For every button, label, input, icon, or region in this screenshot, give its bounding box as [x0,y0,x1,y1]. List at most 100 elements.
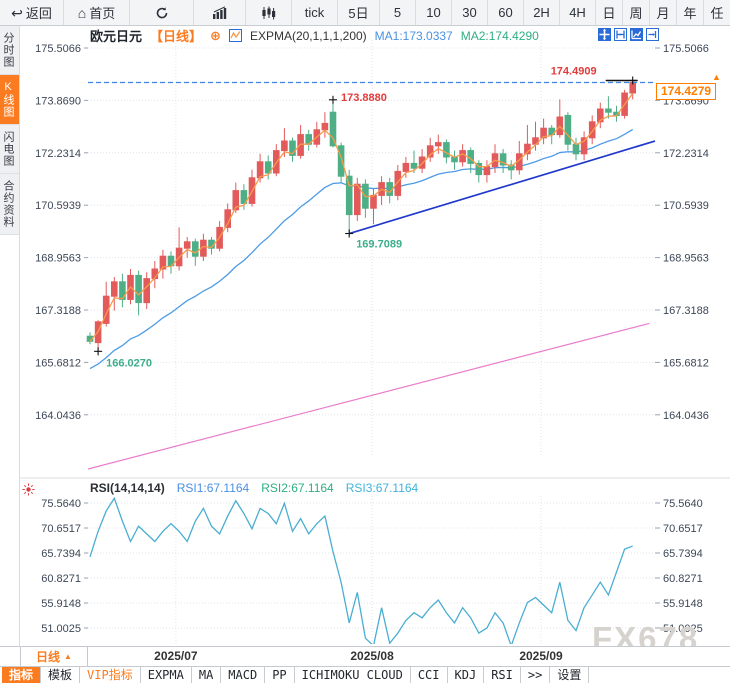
axis-label: 51.0025 [663,623,703,635]
annotation-173.8880: 173.8880 [341,92,387,104]
toolbar-period-月[interactable]: 月 [650,0,677,25]
toolbar-period-2H[interactable]: 2H [524,0,560,25]
axis-label: 65.7394 [41,548,81,560]
home-button[interactable]: ⌂ 首页 [64,0,130,25]
rsi-settings-sun-icon[interactable] [22,483,35,496]
pan-icon[interactable] [598,28,611,41]
sidebar-item-闪电图[interactable]: 闪电图 [0,125,19,174]
candle [580,137,588,155]
period-selector[interactable]: 日线 ▲ [20,647,88,666]
bar-chart-icon [212,5,226,19]
rsi-header: RSI(14,14,14) RSI1:67.1164 RSI2:67.1164 … [90,481,418,495]
expma-icon[interactable] [228,29,242,42]
time-axis-label: 2025/07 [154,649,198,663]
axis-label: 164.0436 [35,410,81,422]
axis-label: 60.8271 [663,573,703,585]
toolbar-period-5[interactable]: 5 [380,0,416,25]
tab-MA[interactable]: MA [192,667,222,683]
candle [345,175,353,216]
sidebar-item-K线图[interactable]: K线图 [0,75,19,125]
axis-label: 175.5066 [663,43,709,55]
axis-label: 165.6812 [663,357,709,369]
candle [394,170,402,196]
price-rsi-chart[interactable]: 174.4909 173.8880 169.7089 166.0270 175.5066… [20,26,730,646]
toolbar-period-日[interactable]: 日 [596,0,623,25]
toolbar-period-任[interactable]: 任 [704,0,730,25]
ma2-value: MA2:174.4290 [460,28,539,43]
candle [410,162,418,169]
candle [337,145,345,177]
sidebar-item-合约资料[interactable]: 合约资料 [0,174,19,235]
add-indicator-icon[interactable]: ⊕ [210,27,221,43]
candle [159,255,167,270]
candle [459,150,466,163]
chart-area: 174.4909 173.8880 169.7089 166.0270 175.5066… [20,26,730,657]
back-arrow-icon: ↩ [11,4,23,21]
axis-label: 170.5939 [663,200,709,212]
axis-label: 168.9563 [35,253,81,265]
toolbar-period-年[interactable]: 年 [677,0,704,25]
candle [572,143,580,155]
candle [540,127,547,139]
chart-tool-icons [598,28,659,41]
candle [499,153,507,166]
axis-label: 170.5939 [35,200,81,212]
axis-label: 70.6517 [41,523,81,535]
tab-EXPMA[interactable]: EXPMA [141,667,192,683]
rsi-name: RSI(14,14,14) [90,481,165,495]
tab-KDJ[interactable]: KDJ [448,667,485,683]
rsi3-value: RSI3:67.1164 [345,481,419,495]
go-latest-icon[interactable] [646,28,659,41]
candle [418,156,426,169]
tab-CCI[interactable]: CCI [411,667,448,683]
candle [402,162,410,172]
back-button[interactable]: ↩ 返回 [0,0,64,25]
refresh-button[interactable] [130,0,194,25]
tab-VIP指标[interactable]: VIP指标 [80,667,141,683]
rsi1-value: RSI1:67.1164 [176,481,250,495]
back-label: 返回 [25,6,52,21]
ma1-value: MA1:173.0337 [374,28,453,43]
toolbar-period-5日[interactable]: 5日 [338,0,380,25]
toolbar-period-60[interactable]: 60 [488,0,524,25]
tab-指标[interactable]: 指标 [2,667,42,683]
chart-type-sidebar: 分时图 K线图 闪电图 合约资料 [0,26,20,646]
bar-chart-button[interactable] [194,0,246,25]
axis-label: 164.0436 [663,410,709,422]
candle [183,241,191,249]
toolbar-period-4H[interactable]: 4H [560,0,596,25]
chart-header: 欧元日元 【日线】 ⊕ EXPMA(20,1,1,1,200) MA1:173.… [90,27,539,45]
tab-RSI[interactable]: RSI [484,667,521,683]
toolbar-period-10[interactable]: 10 [416,0,452,25]
expma20-line [89,93,634,342]
toolbar-period-周[interactable]: 周 [623,0,650,25]
indicator-tabbar: 指标 模板 VIP指标 EXPMA MA MACD PP ICHIMOKU CLOUD CCI K… [0,667,730,684]
axis-label: 55.9148 [663,598,703,610]
auto-scale-icon[interactable] [630,28,643,41]
tab-设置[interactable]: 设置 [550,667,590,683]
home-icon: ⌂ [77,4,87,21]
chart-type-items: 分时图 K线图 闪电图 合约资料 [0,26,19,235]
tab-ICHIMOKU CLOUD[interactable]: ICHIMOKU CLOUD [295,667,411,683]
tab-模板[interactable]: 模板 [41,667,81,683]
candle [281,140,288,152]
overlay-lines [87,128,656,470]
candle-chart-button[interactable] [246,0,292,25]
fit-width-icon[interactable] [614,28,627,41]
annotation-166.0270: 166.0270 [106,357,152,369]
candle [354,183,361,216]
toolbar-period-tick[interactable]: tick [292,0,338,25]
sidebar-item-分时图[interactable]: 分时图 [0,26,19,75]
tab-PP[interactable]: PP [265,667,295,683]
candle [370,194,377,209]
tab-MACD[interactable]: MACD [221,667,266,683]
annotation-174.4909: 174.4909 [551,66,597,78]
toolbar-period-30[interactable]: 30 [452,0,488,25]
chevron-up-icon: ▲ [64,652,72,661]
axis-label: 167.3188 [35,305,81,317]
time-axis-label: 2025/09 [519,649,563,663]
tab->>[interactable]: >> [521,667,551,683]
axis-label: 51.0025 [41,623,81,635]
axis-label: 168.9563 [663,253,709,265]
axis-label: 167.3188 [663,305,709,317]
